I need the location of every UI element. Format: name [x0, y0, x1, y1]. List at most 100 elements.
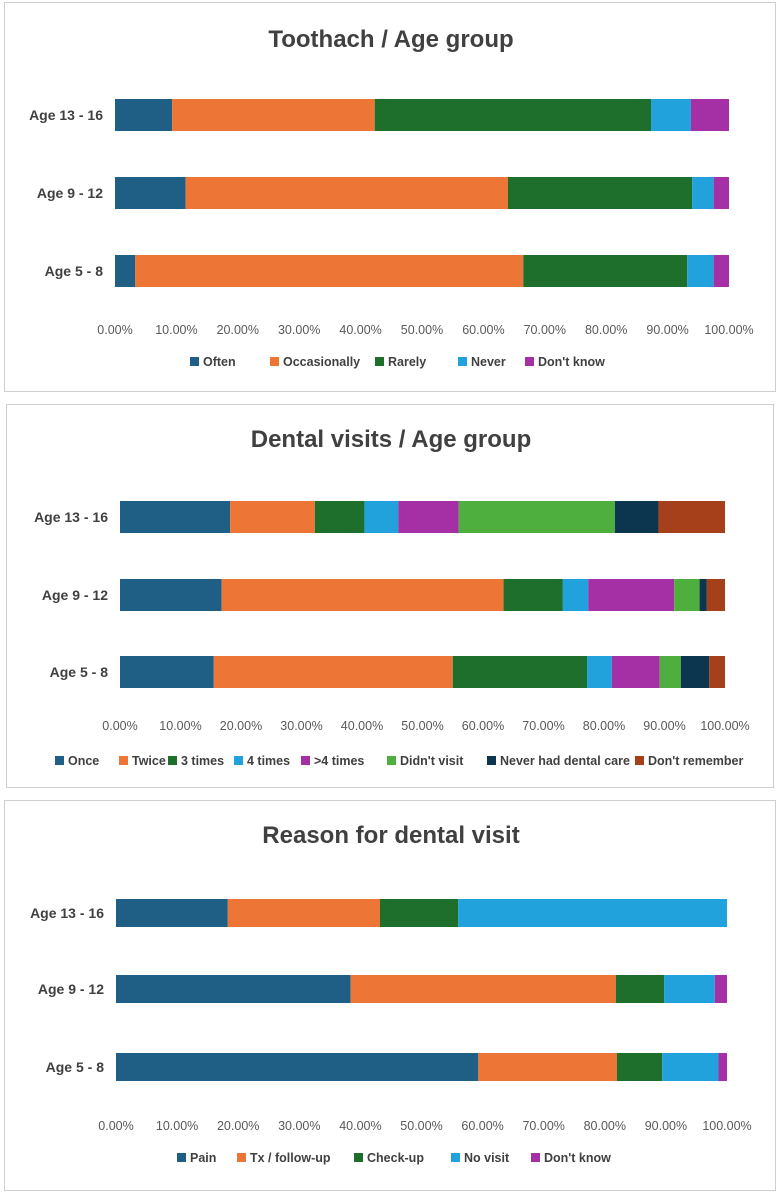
chart-panel-toothache: Toothach / Age group Age 13 - 16 Age 9 - 1…: [4, 2, 776, 392]
bar-segment: [718, 1053, 727, 1081]
legend-swatch: [458, 357, 467, 366]
x-tick-label: 90.00%: [646, 323, 688, 337]
category-label: Age 13 - 16: [34, 509, 108, 525]
bar-segment: [364, 501, 399, 533]
bar-segment: [213, 656, 453, 688]
bar-segment: [588, 579, 675, 611]
legend-label: 4 times: [247, 754, 290, 768]
bar-segment: [690, 99, 729, 131]
x-tick-label: 10.00%: [156, 1119, 198, 1133]
x-tick-label: 50.00%: [401, 719, 443, 733]
bar-segment: [452, 656, 588, 688]
bar-segment: [116, 975, 351, 1003]
legend-label: Never had dental care: [500, 754, 630, 768]
bar-segment: [172, 99, 375, 131]
bar-segment: [713, 177, 729, 209]
legend-swatch: [270, 357, 279, 366]
x-tick-label: 30.00%: [280, 719, 322, 733]
chart-visit-reason: Reason for dental visit Age 13 - 16 Age 9 …: [30, 822, 752, 1165]
chart-title: Reason for dental visit: [262, 822, 519, 849]
bar-segment: [680, 656, 710, 688]
bar-segment: [659, 656, 681, 688]
bar-segment: [651, 99, 691, 131]
bar-segment: [699, 579, 707, 611]
x-tick-label: 60.00%: [461, 1119, 503, 1133]
x-tick-label: 0.00%: [97, 323, 132, 337]
category-label: Age 5 - 8: [46, 1059, 105, 1075]
legend-swatch: [237, 1153, 246, 1162]
x-tick-label: 30.00%: [278, 323, 320, 337]
bar-segment: [706, 579, 725, 611]
bar-segment: [503, 579, 563, 611]
bar-segment: [115, 99, 173, 131]
bar-segment: [120, 656, 214, 688]
bar-segment: [314, 501, 365, 533]
x-tick-label: 80.00%: [585, 323, 627, 337]
legend-swatch: [234, 756, 243, 765]
x-tick-label: 70.00%: [522, 719, 564, 733]
bar-segment: [714, 975, 727, 1003]
category-label: Age 13 - 16: [30, 905, 104, 921]
legend-label: Didn't visit: [400, 754, 464, 768]
legend-label: Don't know: [538, 355, 605, 369]
x-tick-label: 50.00%: [400, 1119, 442, 1133]
bar-segment: [692, 177, 714, 209]
x-tick-label: 20.00%: [220, 719, 262, 733]
x-tick-label: 50.00%: [401, 323, 443, 337]
chart-title: Dental visits / Age group: [251, 426, 532, 453]
bar-segment: [562, 579, 589, 611]
x-tick-label: 60.00%: [462, 719, 504, 733]
bar-segment: [709, 656, 725, 688]
legend-label: No visit: [464, 1151, 510, 1165]
x-tick-label: 40.00%: [341, 719, 383, 733]
legend-swatch: [177, 1153, 186, 1162]
bar-segment: [221, 579, 504, 611]
bar-segment: [617, 1053, 663, 1081]
x-tick-label: 20.00%: [217, 323, 259, 337]
bar-segment: [587, 656, 612, 688]
bar-segment: [507, 177, 693, 209]
bar-segment: [120, 579, 222, 611]
x-tick-label: 80.00%: [583, 719, 625, 733]
legend-label: Check-up: [367, 1151, 424, 1165]
legend-label: Don't remember: [648, 754, 743, 768]
x-tick-label: 10.00%: [159, 719, 201, 733]
category-label: Age 13 - 16: [29, 107, 103, 123]
bar-segment: [614, 501, 659, 533]
x-tick-label: 70.00%: [524, 323, 566, 337]
chart-toothache: Toothach / Age group Age 13 - 16 Age 9 - 1…: [29, 26, 754, 369]
legend-swatch: [387, 756, 396, 765]
x-tick-label: 100.00%: [702, 1119, 751, 1133]
category-label: Age 9 - 12: [37, 185, 103, 201]
bar-segment: [611, 656, 660, 688]
bar-segment: [116, 899, 228, 927]
bar-segment: [523, 255, 688, 287]
category-label: Age 9 - 12: [42, 587, 108, 603]
legend-swatch: [55, 756, 64, 765]
legend-label: Rarely: [388, 355, 426, 369]
bar-segment: [687, 255, 714, 287]
bar-segment: [374, 99, 652, 131]
legend-swatch: [119, 756, 128, 765]
legend-swatch: [531, 1153, 540, 1162]
x-tick-label: 100.00%: [704, 323, 753, 337]
legend-label: Twice: [132, 754, 166, 768]
x-tick-label: 60.00%: [462, 323, 504, 337]
bar-segment: [478, 1053, 618, 1081]
bar-segment: [615, 975, 665, 1003]
x-tick-label: 90.00%: [645, 1119, 687, 1133]
legend-label: Tx / follow-up: [250, 1151, 331, 1165]
bar-segment: [458, 899, 727, 927]
bar-segment: [658, 501, 725, 533]
x-tick-label: 80.00%: [584, 1119, 626, 1133]
legend-label: >4 times: [314, 754, 364, 768]
chart-dental-visits: Dental visits / Age group Age 13 - 16 Age …: [34, 426, 750, 768]
category-label: Age 5 - 8: [50, 664, 109, 680]
x-tick-label: 40.00%: [339, 323, 381, 337]
legend-label: Often: [203, 355, 236, 369]
bar-segment: [230, 501, 315, 533]
legend-swatch: [635, 756, 644, 765]
chart-title: Toothach / Age group: [268, 26, 513, 53]
bar-segment: [674, 579, 700, 611]
x-tick-label: 100.00%: [700, 719, 749, 733]
